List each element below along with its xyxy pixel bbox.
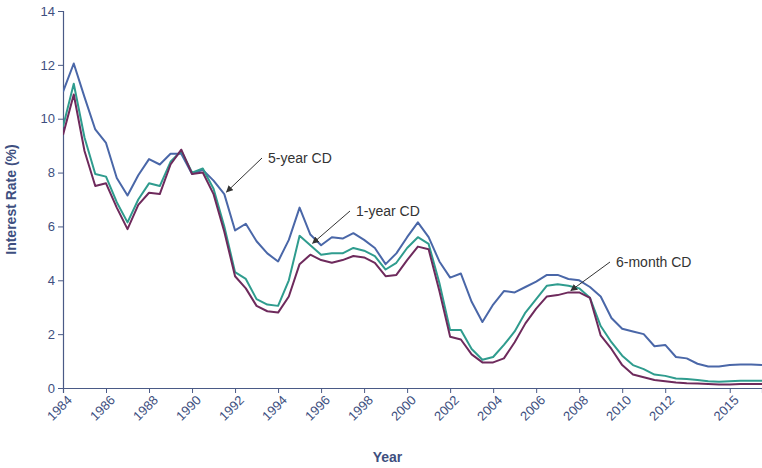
y-tick: 4	[48, 273, 63, 288]
y-tick: 10	[41, 111, 63, 126]
y-tick-label: 12	[41, 58, 55, 73]
x-tick-label: 1994	[259, 393, 290, 424]
x-axis-line	[64, 389, 762, 394]
y-tick: 0	[48, 381, 63, 396]
x-tick-label: 1998	[345, 393, 376, 424]
callout-arrow	[226, 158, 262, 192]
y-tick: 12	[41, 58, 63, 73]
x-tick-label: 2006	[517, 393, 548, 424]
callouts: 5-year CD 1-year CD 6-month CD	[226, 150, 691, 291]
series-label: 1-year CD	[356, 203, 420, 219]
x-tick: 1992	[216, 388, 247, 424]
y-tick-mark	[58, 226, 63, 227]
x-tick: 2010	[603, 388, 634, 424]
y-tick-label: 8	[48, 165, 55, 180]
y-tick: 8	[48, 165, 63, 180]
y-tick: 14	[41, 4, 63, 19]
y-tick-mark	[58, 11, 63, 12]
callout-arrow	[313, 211, 350, 243]
series-line	[63, 64, 762, 367]
x-tick-label: 2002	[431, 393, 462, 424]
x-tick: 1998	[345, 388, 376, 424]
y-tick-label: 6	[48, 219, 55, 234]
y-tick-mark	[58, 65, 63, 66]
y-axis-line	[58, 12, 64, 389]
y-tick: 6	[48, 219, 63, 234]
series-line	[63, 84, 762, 382]
series-label: 5-year CD	[268, 150, 332, 166]
y-tick-mark	[58, 173, 63, 174]
x-tick-label: 1984	[44, 393, 75, 424]
x-tick-label: 2008	[560, 393, 591, 424]
y-tick-label: 4	[48, 273, 55, 288]
plot-area	[63, 64, 762, 385]
y-axis-title: Interest Rate (%)	[3, 144, 19, 254]
x-tick: 2006	[517, 388, 548, 424]
y-tick-label: 10	[41, 111, 55, 126]
x-tick-label: 2004	[474, 393, 505, 424]
x-tick-label: 1996	[302, 393, 333, 424]
x-tick-label: 1992	[216, 393, 247, 424]
y-tick-mark	[58, 119, 63, 120]
x-tick: 1994	[259, 388, 290, 424]
x-tick: 2004	[474, 388, 505, 424]
callout-arrow	[571, 262, 610, 291]
x-tick-label: 1988	[130, 393, 161, 424]
x-tick: 2002	[431, 388, 462, 424]
x-tick: 1996	[302, 388, 333, 424]
x-tick: 2012	[646, 388, 677, 424]
y-tick-mark	[58, 388, 63, 389]
x-tick: 2015	[711, 388, 742, 424]
x-axis: 1984 1986 1988 1990 1992 1994 1996 1998 2000 2002…	[44, 388, 762, 424]
y-tick-label: 2	[48, 327, 55, 342]
y-axis: 0 2 4 6 8 10 12 14	[41, 4, 64, 396]
x-tick-label: 1986	[87, 393, 118, 424]
y-tick-label: 14	[41, 4, 55, 19]
x-tick-label: 2010	[603, 393, 634, 424]
x-tick-label: 2015	[711, 393, 742, 424]
y-tick-label: 0	[48, 381, 55, 396]
y-tick-mark	[58, 334, 63, 335]
x-tick-label: 2012	[646, 393, 677, 424]
y-tick: 2	[48, 327, 63, 342]
x-tick: 2000	[388, 388, 419, 424]
x-tick: 2008	[560, 388, 591, 424]
x-axis-title: Year	[373, 449, 403, 465]
x-tick: 1990	[173, 388, 204, 424]
x-tick-label: 2000	[388, 393, 419, 424]
y-tick-mark	[58, 280, 63, 281]
series-label: 6-month CD	[616, 254, 691, 270]
x-tick: 1988	[130, 388, 161, 424]
chart: 0246810121419841986198819901992199419961…	[0, 0, 762, 468]
series-line	[63, 94, 762, 384]
x-tick-label: 1990	[173, 393, 204, 424]
x-tick: 1986	[87, 388, 118, 424]
x-tick: 1984	[44, 388, 75, 424]
